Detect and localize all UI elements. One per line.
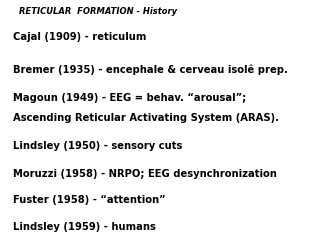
Text: Moruzzi (1958) - NRPO; EEG desynchronization: Moruzzi (1958) - NRPO; EEG desynchroniza…	[13, 169, 277, 179]
Text: Fuster (1958) - “attention”: Fuster (1958) - “attention”	[13, 195, 165, 205]
Text: Lindsley (1959) - humans: Lindsley (1959) - humans	[13, 222, 156, 232]
Text: Ascending Reticular Activating System (ARAS).: Ascending Reticular Activating System (A…	[13, 113, 279, 123]
Text: Magoun (1949) - EEG = behav. “arousal”;: Magoun (1949) - EEG = behav. “arousal”;	[13, 93, 246, 103]
Text: Bremer (1935) - encephale & cerveau isolê prep.: Bremer (1935) - encephale & cerveau isol…	[13, 64, 288, 75]
Text: Cajal (1909) - reticulum: Cajal (1909) - reticulum	[13, 32, 146, 42]
Text: Lindsley (1950) - sensory cuts: Lindsley (1950) - sensory cuts	[13, 141, 182, 151]
Text: RETICULAR  FORMATION - History: RETICULAR FORMATION - History	[19, 7, 177, 16]
